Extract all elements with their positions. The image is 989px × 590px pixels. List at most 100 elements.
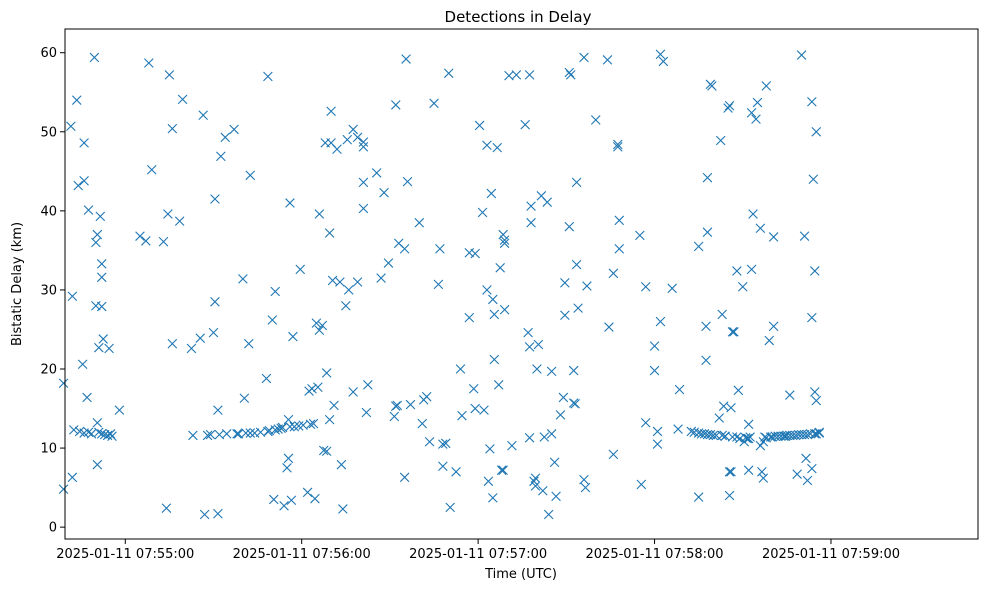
- data-point: [158, 236, 169, 247]
- x-tick-label: 2025-01-11 07:57:00: [409, 547, 547, 562]
- data-point: [327, 275, 338, 286]
- x-tick-label: 2025-01-11 07:56:00: [233, 547, 371, 562]
- data-point: [317, 320, 328, 331]
- x-axis-label: Time (UTC): [484, 567, 557, 582]
- data-point: [768, 232, 779, 242]
- data-point: [83, 427, 94, 438]
- data-point: [524, 433, 535, 443]
- data-point: [533, 339, 544, 350]
- data-point: [401, 54, 411, 64]
- x-tick-label: 2025-01-11 07:55:00: [56, 547, 194, 562]
- data-point: [717, 309, 727, 320]
- data-point: [489, 354, 500, 365]
- data-point: [308, 418, 319, 429]
- data-point: [488, 294, 498, 305]
- data-point: [313, 382, 323, 392]
- data-point: [261, 373, 272, 384]
- data-point: [58, 378, 69, 389]
- data-point: [268, 494, 279, 505]
- data-point: [667, 283, 677, 294]
- data-point: [421, 391, 432, 402]
- data-point: [564, 221, 575, 232]
- data-point: [714, 413, 725, 423]
- data-point: [723, 103, 733, 113]
- y-tick-label: 40: [40, 204, 57, 219]
- data-point: [146, 164, 157, 175]
- data-point: [613, 142, 623, 152]
- data-point: [270, 425, 281, 435]
- data-point: [715, 135, 726, 146]
- data-point: [693, 241, 704, 252]
- data-point: [718, 401, 729, 411]
- data-point: [799, 231, 810, 241]
- data-point: [724, 467, 735, 477]
- data-point: [496, 465, 507, 475]
- data-point: [321, 368, 332, 378]
- data-point: [492, 142, 503, 153]
- data-point: [708, 430, 719, 441]
- data-point: [755, 440, 766, 451]
- data-point: [729, 327, 739, 337]
- data-point: [571, 177, 582, 188]
- data-point: [114, 405, 125, 415]
- data-point: [802, 475, 813, 486]
- data-point: [371, 168, 382, 178]
- data-point: [579, 474, 589, 485]
- data-point: [245, 428, 256, 438]
- data-point: [539, 432, 550, 442]
- data-point: [499, 235, 510, 245]
- data-point: [352, 277, 363, 287]
- data-point: [558, 392, 569, 403]
- data-point: [435, 244, 445, 254]
- data-point: [216, 151, 226, 162]
- data-point: [288, 331, 298, 342]
- data-point: [486, 188, 497, 199]
- data-point: [542, 197, 553, 207]
- data-point: [321, 446, 332, 457]
- data-point: [202, 430, 213, 441]
- data-point: [470, 403, 480, 414]
- data-point: [199, 509, 210, 520]
- data-point: [652, 439, 663, 449]
- data-point: [636, 479, 647, 490]
- data-point: [79, 138, 89, 148]
- data-point: [210, 194, 220, 204]
- data-point: [71, 95, 82, 105]
- data-point: [96, 259, 107, 269]
- x-tick-label: 2025-01-11 07:59:00: [762, 547, 900, 562]
- data-point: [746, 108, 757, 118]
- data-point: [213, 405, 223, 415]
- data-point: [807, 96, 817, 107]
- data-point: [717, 430, 727, 441]
- data-point: [83, 205, 94, 215]
- data-point: [530, 473, 541, 483]
- data-point: [792, 469, 802, 479]
- data-point: [95, 211, 106, 222]
- data-point: [283, 453, 294, 464]
- data-point: [195, 333, 206, 343]
- data-point: [810, 387, 820, 397]
- data-point: [560, 278, 570, 288]
- data-point: [163, 209, 173, 219]
- data-point: [324, 414, 335, 425]
- data-point: [526, 217, 536, 228]
- data-point: [614, 244, 625, 254]
- data-point: [144, 58, 154, 68]
- data-point: [455, 364, 466, 374]
- data-point: [649, 341, 660, 351]
- data-point: [543, 509, 554, 520]
- data-point: [524, 70, 535, 80]
- data-point: [570, 399, 580, 409]
- points-layer: [58, 49, 825, 520]
- data-point: [392, 400, 403, 411]
- data-point: [701, 355, 711, 366]
- data-point: [107, 431, 117, 441]
- data-point: [232, 429, 242, 439]
- data-point: [438, 439, 448, 449]
- data-point: [474, 120, 485, 131]
- data-point: [94, 342, 104, 353]
- data-point: [414, 217, 425, 228]
- data-point: [177, 94, 188, 105]
- data-point: [358, 177, 369, 188]
- data-point: [457, 410, 467, 421]
